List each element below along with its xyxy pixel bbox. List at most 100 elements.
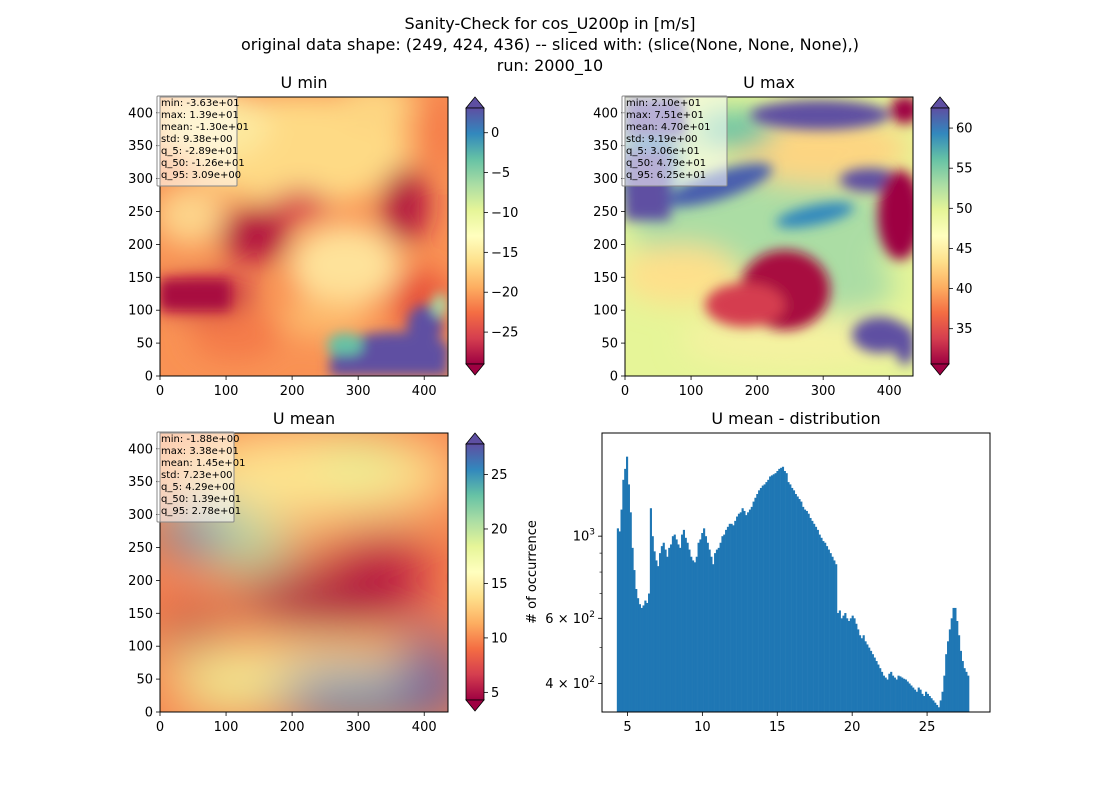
histogram-bar [822, 541, 825, 712]
u-max-x-tick-label: 200 [745, 384, 770, 399]
histogram-bar [664, 549, 667, 712]
histogram-bar [637, 598, 640, 712]
histogram-bar [708, 549, 711, 712]
u-mean-x-tick-label: 200 [280, 720, 305, 735]
histogram-bar [747, 512, 750, 712]
u-mean-y-tick-label: 50 [136, 673, 153, 688]
histogram-bar [862, 635, 865, 712]
histogram-bar [794, 494, 797, 712]
histogram-bar [688, 549, 691, 712]
u-max-colorbar-tick-label: 60 [956, 122, 973, 137]
u-max-x-axis: 0 100 200 300 400 [621, 376, 902, 399]
histogram-bar [723, 534, 726, 712]
u-mean-colorbar-tick-label: 15 [491, 577, 508, 592]
u-mean-x-axis: 0 100 200 300 400 [156, 712, 437, 735]
histogram-bar [925, 691, 928, 712]
histogram-y-tick-exp: 2 [589, 610, 595, 620]
u-max-stat-std: std: 9.19e+00 [626, 134, 698, 145]
histogram-bar [824, 542, 827, 712]
histogram-bar [684, 537, 687, 712]
figure-title-line-1: Sanity-Check for cos_U200p in [m/s] [404, 14, 695, 34]
histogram-bar [921, 693, 924, 712]
u-min-y-tick-label: 250 [128, 205, 153, 220]
histogram-bar [954, 607, 957, 712]
histogram-bar [770, 475, 774, 712]
u-min-y-axis: 0 50 100 150 200 250 300 350 400 [128, 106, 160, 385]
histogram-bar [967, 675, 970, 712]
histogram-bar [893, 677, 896, 712]
histogram-bar [741, 508, 744, 712]
histogram-bar [869, 650, 873, 712]
u-min-y-tick-label: 50 [136, 337, 153, 352]
histogram-bar [814, 526, 818, 712]
histogram-bar [923, 696, 926, 712]
histogram-bar [783, 471, 786, 712]
u-mean-colorbar: 5 10 15 20 25 [465, 432, 508, 712]
histogram-bar [943, 675, 946, 712]
histogram-bar [958, 635, 961, 712]
histogram-bar [838, 610, 841, 712]
u-mean-y-tick-label: 400 [128, 442, 153, 457]
histogram-bar [840, 618, 843, 712]
histogram-bar [743, 510, 746, 712]
u-max-y-tick-label: 150 [593, 271, 618, 286]
histogram-bar [706, 542, 709, 712]
u-min-x-tick-label: 0 [156, 384, 164, 399]
u-min-stat-std: std: 9.38e+00 [161, 134, 233, 145]
histogram-bar [811, 520, 814, 712]
histogram-bar [776, 471, 779, 712]
histogram-bar [798, 499, 801, 712]
u-max-x-tick-label: 100 [679, 384, 704, 399]
histogram-x-tick-label: 15 [769, 720, 786, 735]
histogram-bar [726, 526, 730, 712]
histogram-bar [657, 566, 660, 712]
panel-u-mean: U mean 0 100 200 300 400 0 50 100 150 200 250 300 [128, 409, 507, 735]
u-max-y-tick-label: 250 [593, 205, 618, 220]
histogram-bar [618, 531, 621, 712]
histogram-bar [730, 523, 733, 712]
u-min-x-tick-label: 400 [412, 384, 437, 399]
u-mean-y-tick-label: 150 [128, 607, 153, 622]
histogram-bar [622, 479, 625, 712]
histogram-bar [666, 556, 669, 712]
u-mean-y-tick-label: 200 [128, 574, 153, 589]
histogram-bars [616, 456, 970, 712]
histogram-bar [759, 487, 763, 712]
histogram-bar [802, 506, 805, 712]
histogram-bar [646, 602, 649, 712]
histogram-bar [849, 618, 852, 712]
histogram-bar [638, 604, 641, 712]
histogram-bar [952, 607, 955, 712]
histogram-bar [728, 523, 731, 712]
u-min-y-tick-label: 350 [128, 139, 153, 154]
u-max-x-tick-label: 0 [621, 384, 629, 399]
u-min-stat-min: min: -3.63e+01 [161, 98, 240, 109]
histogram-bar [739, 512, 742, 712]
histogram-x-tick-label: 5 [623, 720, 631, 735]
histogram-bar [653, 551, 656, 712]
histogram-bar [732, 525, 735, 712]
histogram-bar [780, 467, 783, 712]
histogram-bar [807, 513, 810, 712]
histogram-bar [813, 523, 816, 712]
u-mean-stat-max: max: 3.38e+01 [161, 446, 239, 457]
u-mean-colorbar-tick-label: 10 [491, 631, 508, 646]
histogram-bar [930, 698, 933, 712]
histogram-bar [714, 553, 717, 712]
histogram-bar [626, 456, 629, 712]
u-mean-stat-q50: q_50: 1.39e+01 [161, 494, 241, 505]
histogram-bar [890, 671, 893, 712]
u-max-stat-q50: q_50: 4.79e+01 [626, 158, 706, 169]
histogram-bar [932, 700, 935, 712]
u-min-stat-q5: q_5: -2.89e+01 [161, 146, 238, 157]
histogram-bar [882, 675, 885, 712]
histogram-bar [829, 553, 832, 712]
histogram-bar [809, 517, 812, 712]
histogram-bar [888, 673, 891, 712]
u-max-stat-q5: q_5: 3.06e+01 [626, 146, 700, 157]
histogram-bar [616, 528, 619, 712]
histogram-bar [965, 671, 968, 712]
histogram-y-tick-label: 6 × 102 [545, 610, 595, 627]
histogram-bar [631, 547, 634, 712]
